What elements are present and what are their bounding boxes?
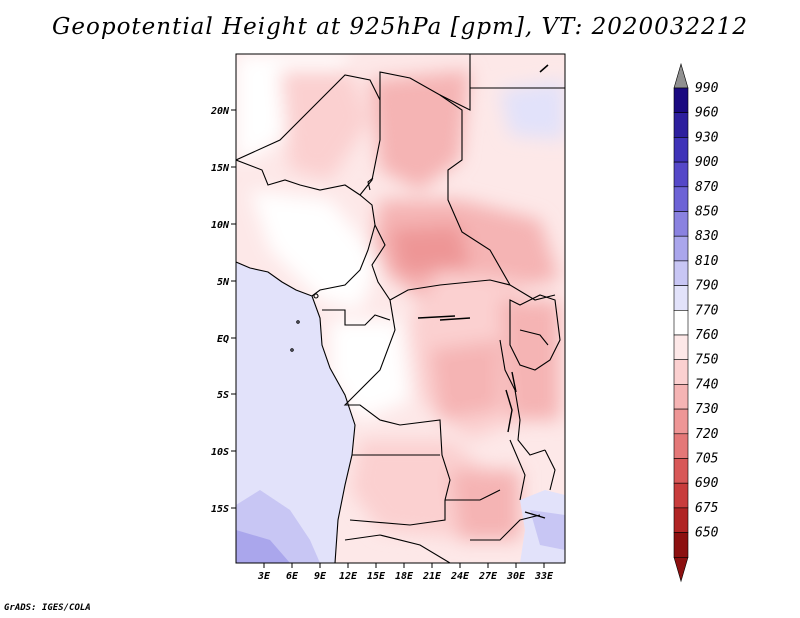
colorbar-level-label: 720 (695, 427, 719, 442)
grads-credit: GrADS: IGES/COLA (4, 603, 91, 613)
lat-tick-label: EQ (217, 334, 229, 345)
colorbar-level-label: 740 (695, 377, 719, 392)
chart-title: Geopotential Height at 925hPa [gpm], VT:… (52, 14, 748, 40)
colorbar-level-label: 760 (695, 328, 719, 343)
colorbar-swatch (673, 482, 689, 509)
colorbar-level-label: 900 (695, 155, 719, 170)
colorbar-level-label: 990 (695, 81, 719, 96)
colorbar-level-label: 930 (695, 130, 719, 145)
colorbar-level-label: 690 (695, 476, 719, 491)
colorbar-level-label: 830 (695, 229, 719, 244)
lat-tick-label: 5N (217, 277, 230, 288)
colorbar-level-label: 675 (695, 501, 719, 516)
colorbar-level-label: 790 (695, 279, 719, 294)
colorbar-level-label: 705 (695, 452, 719, 467)
colorbar-swatch (673, 334, 689, 361)
colorbar-swatch (673, 137, 689, 163)
lat-tick-label: 10S (211, 447, 229, 458)
colorbar-level-label: 650 (695, 526, 719, 541)
lon-tick-label: 3E (257, 571, 271, 582)
colorbar-level-label: 960 (695, 106, 719, 121)
lon-tick-label: 27E (478, 571, 498, 582)
colorbar-swatch (673, 87, 689, 114)
lat-tick-label: 15N (211, 163, 230, 174)
lon-tick-label: 6E (286, 571, 299, 582)
lat-tick-label: 10N (211, 220, 230, 231)
colorbar-swatch (673, 359, 689, 385)
map-frame (235, 53, 566, 564)
colorbar-swatch (673, 532, 689, 558)
lon-tick-label: 18E (395, 571, 414, 582)
colorbar-swatch (673, 260, 689, 286)
colorbar-level-label: 870 (695, 180, 719, 195)
lon-tick-label: 21E (422, 571, 442, 582)
field-shading (236, 54, 565, 563)
lon-tick-label: 12E (339, 571, 358, 582)
lon-tick-label: 33E (534, 571, 554, 582)
lat-tick-label: 20N (210, 106, 230, 117)
colorbar-swatch (673, 507, 689, 533)
country-borders (236, 54, 565, 563)
colorbar-swatch (673, 235, 689, 262)
lat-tick-label: 15S (211, 504, 229, 515)
colorbar-swatch (673, 408, 689, 435)
colorbar-top-arrow (673, 62, 689, 89)
colorbar-swatch (673, 285, 689, 311)
lon-tick-label: 24E (450, 571, 470, 582)
colorbar-swatch (673, 211, 689, 237)
colorbar-level-label: 810 (695, 254, 719, 269)
colorbar: 990 960 930 900 870 850 830 810 790 770 760 750 740 7… (673, 62, 719, 583)
longitude-axis (263, 563, 545, 568)
colorbar-swatch (673, 433, 689, 459)
colorbar-level-label: 770 (695, 303, 719, 318)
lon-tick-label: 30E (506, 571, 526, 582)
colorbar-swatch (673, 186, 689, 212)
colorbar-bottom-arrow (673, 557, 689, 583)
lon-tick-label: 15E (367, 571, 386, 582)
colorbar-swatch (673, 458, 689, 484)
colorbar-level-label: 850 (695, 205, 719, 220)
lat-tick-label: 5S (217, 390, 229, 401)
lon-tick-label: 9E (314, 571, 327, 582)
latitude-axis (231, 109, 236, 509)
colorbar-swatch (673, 309, 689, 336)
colorbar-swatch (673, 161, 689, 188)
colorbar-level-label: 730 (695, 402, 719, 417)
colorbar-level-label: 750 (695, 353, 719, 368)
colorbar-swatch (673, 112, 689, 138)
colorbar-swatch (673, 384, 689, 410)
